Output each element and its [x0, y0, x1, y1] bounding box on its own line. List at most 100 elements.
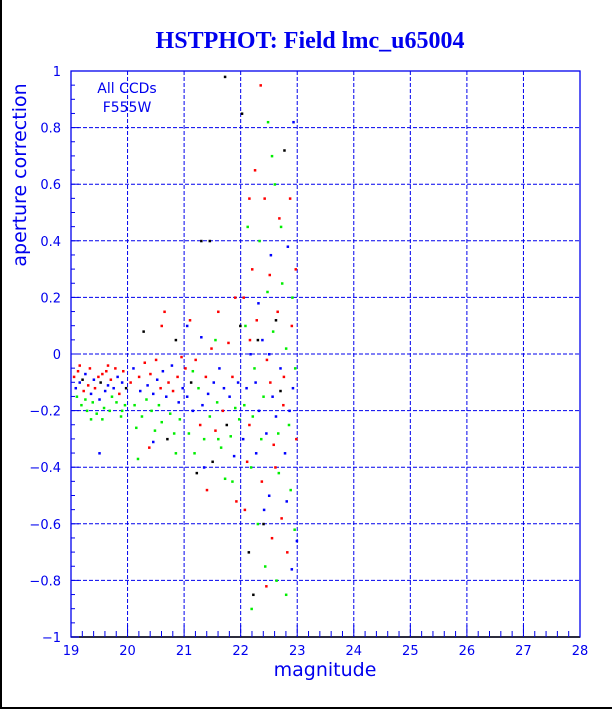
- data-point: [197, 386, 200, 390]
- data-point: [258, 239, 261, 243]
- data-point: [249, 353, 252, 356]
- data-point: [231, 480, 234, 483]
- data-point: [163, 310, 166, 314]
- data-point: [167, 381, 170, 384]
- annotation-ccds: All CCDs: [97, 81, 156, 97]
- data-point: [101, 418, 104, 421]
- data-point: [208, 415, 212, 418]
- data-point: [291, 296, 294, 299]
- data-point: [269, 253, 273, 257]
- data-point: [286, 551, 289, 554]
- data-point: [263, 197, 266, 200]
- data-point: [143, 361, 147, 364]
- data-point: [201, 403, 204, 407]
- data-point: [123, 403, 127, 407]
- y-tick-label: 0.8: [40, 122, 61, 137]
- data-point: [86, 384, 90, 387]
- data-point: [177, 401, 180, 404]
- y-tick-label: −0.8: [29, 574, 61, 589]
- data-point: [260, 437, 263, 441]
- data-point: [98, 398, 101, 401]
- data-point: [295, 437, 298, 441]
- data-point: [277, 471, 281, 475]
- data-point: [170, 364, 174, 367]
- data-point: [200, 336, 203, 339]
- data-point: [280, 282, 284, 285]
- data-point: [172, 432, 176, 435]
- data-point: [185, 324, 189, 328]
- data-point: [116, 375, 119, 379]
- y-tick-label: −0.2: [29, 405, 61, 420]
- x-tick-label: 25: [402, 644, 419, 659]
- data-points: [72, 75, 299, 611]
- data-point: [195, 471, 199, 475]
- data-point: [174, 452, 178, 455]
- data-point: [189, 381, 193, 384]
- data-point: [76, 369, 80, 373]
- data-point: [231, 375, 234, 379]
- data-point: [103, 389, 107, 393]
- chart-title: HSTPHOT: Field lmc_u65004: [156, 28, 465, 54]
- data-point: [133, 403, 136, 407]
- data-point: [262, 522, 265, 526]
- data-point: [222, 386, 226, 390]
- data-point: [250, 607, 253, 611]
- data-point: [210, 347, 213, 350]
- data-point: [280, 517, 283, 520]
- data-point: [243, 403, 246, 407]
- data-point: [84, 372, 87, 376]
- data-point: [254, 381, 257, 384]
- data-point: [171, 389, 175, 393]
- data-point: [152, 440, 155, 444]
- data-point: [120, 381, 124, 384]
- data-point: [255, 319, 259, 322]
- data-point: [240, 112, 244, 115]
- data-point: [278, 217, 281, 220]
- data-point: [135, 426, 138, 430]
- data-point: [81, 378, 84, 381]
- data-point: [270, 154, 274, 158]
- y-tick-label: 0.2: [40, 291, 61, 306]
- data-point: [97, 375, 100, 379]
- data-point: [265, 432, 268, 435]
- data-point: [119, 415, 123, 418]
- data-point: [75, 395, 79, 398]
- data-point: [248, 197, 251, 200]
- data-point: [253, 367, 256, 370]
- data-point: [80, 403, 83, 407]
- data-point: [254, 452, 258, 455]
- y-tick-label: 0: [53, 348, 61, 363]
- data-point: [161, 369, 165, 373]
- data-point: [246, 225, 249, 229]
- data-point: [223, 477, 227, 481]
- data-point: [166, 437, 169, 441]
- data-point: [282, 403, 285, 407]
- data-point: [293, 528, 296, 531]
- data-point: [284, 593, 288, 597]
- data-point: [101, 372, 104, 376]
- data-point: [267, 353, 271, 356]
- data-point: [194, 358, 197, 362]
- y-tick-label: −1: [42, 631, 61, 646]
- y-tick-label: 0.4: [40, 235, 61, 250]
- data-point: [88, 367, 92, 370]
- data-point: [214, 429, 217, 432]
- data-point: [262, 508, 266, 512]
- data-point: [206, 392, 210, 396]
- data-point: [235, 500, 238, 503]
- data-point: [295, 539, 299, 543]
- data-point: [157, 403, 161, 407]
- data-point: [204, 375, 208, 379]
- data-point: [234, 406, 237, 410]
- x-tick-label: 20: [119, 644, 136, 659]
- x-tick-label: 28: [572, 644, 589, 659]
- data-point: [266, 120, 270, 124]
- data-point: [259, 84, 262, 87]
- data-point: [105, 369, 108, 373]
- y-tick-label: −0.4: [29, 461, 61, 476]
- data-point: [118, 392, 121, 396]
- data-point: [282, 375, 286, 379]
- data-point: [202, 437, 206, 441]
- data-point: [244, 324, 247, 328]
